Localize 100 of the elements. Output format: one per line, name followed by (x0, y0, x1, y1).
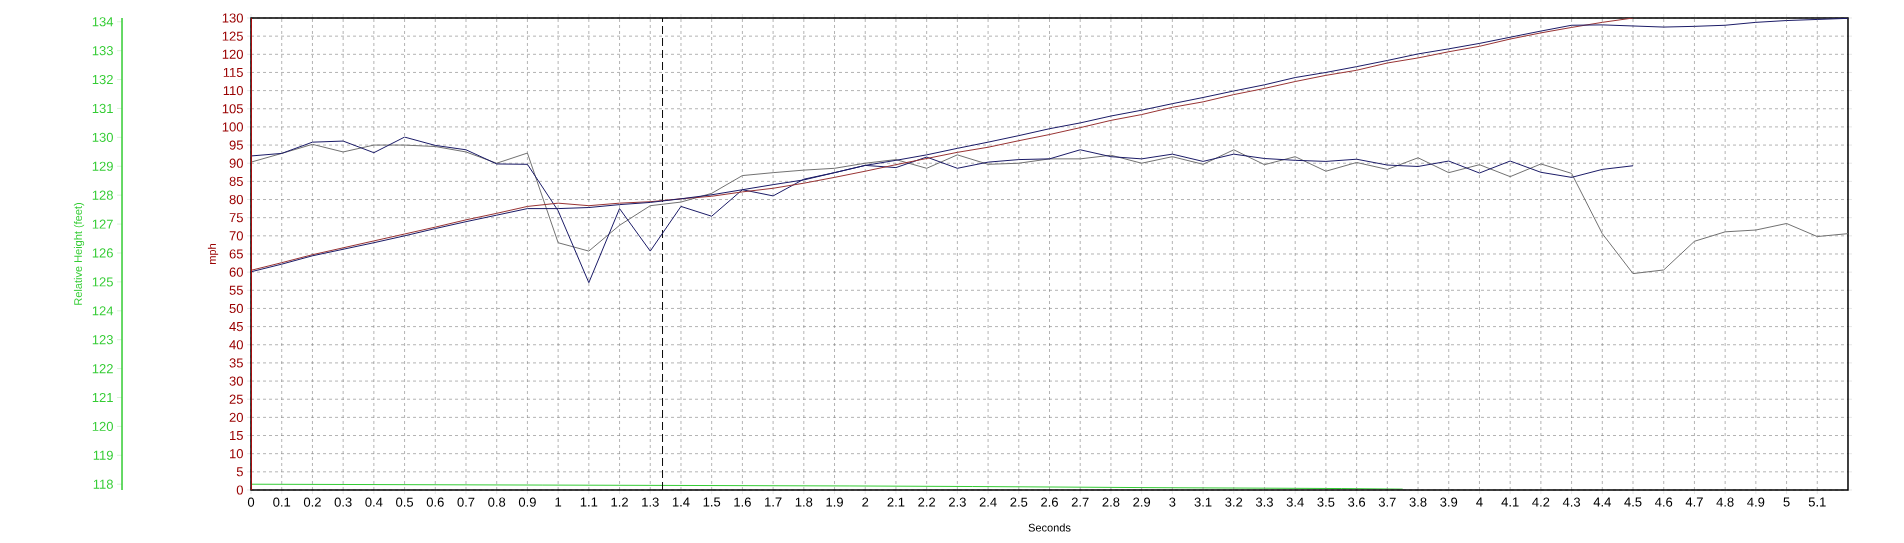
y-tick-label: 40 (229, 340, 243, 350)
x-tick-label: 3.7 (1378, 497, 1396, 507)
y-tick-label: 85 (229, 176, 243, 186)
y-tick-label: 110 (223, 86, 243, 96)
y-tick-label: 10 (230, 449, 243, 459)
y-tick-label: 25 (229, 394, 243, 404)
x-tick-label: 4.3 (1562, 497, 1581, 507)
x-tick-label: 5.1 (1808, 497, 1826, 507)
y-tick-label: 30 (229, 376, 243, 386)
y2-tick-label: 121 (92, 392, 113, 403)
y-tick-label: 70 (229, 231, 243, 241)
x-tick-label: 2.3 (948, 497, 966, 507)
y-tick-label: 5 (236, 467, 243, 477)
y-tick-label: 125 (222, 31, 243, 41)
x-tick-label: 3 (1169, 497, 1176, 507)
x-tick-label: 1.8 (795, 497, 813, 507)
y2-tick-label: 125 (92, 277, 113, 287)
x-tick-label: 1.7 (765, 497, 782, 507)
x-tick-label: 2.6 (1041, 497, 1058, 507)
y2-axis-title: Relative Height (feet) (73, 203, 85, 305)
y2-tick-label: 124 (92, 306, 114, 316)
x-tick-label: 1.5 (703, 497, 721, 507)
x-tick-label: 0.7 (457, 497, 475, 507)
y-axis-title: mph (207, 244, 219, 264)
x-tick-label: 0.3 (334, 497, 352, 507)
x-tick-label: 3.6 (1348, 497, 1366, 507)
y2-tick-label: 134 (92, 17, 114, 27)
x-tick-label: 2.9 (1133, 497, 1151, 507)
x-tick-label: 3.9 (1440, 497, 1458, 507)
y2-tick-label: 131 (92, 103, 113, 114)
y-tick-label: 115 (223, 67, 243, 77)
x-tick-label: 4.4 (1593, 497, 1611, 507)
x-tick-label: 0.4 (365, 497, 383, 507)
y2-tick-label: 127 (92, 219, 113, 229)
x-tick-label: 0.8 (488, 497, 506, 507)
x-tick-label: 4.7 (1685, 497, 1703, 507)
x-tick-label: 1.4 (672, 497, 690, 507)
x-tick-label: 2.8 (1102, 497, 1120, 507)
y-tick-label: 15 (230, 430, 243, 441)
x-tick-label: 4.8 (1716, 497, 1734, 507)
x-tick-label: 2.2 (918, 497, 936, 507)
x-tick-label: 3.5 (1317, 497, 1335, 507)
x-tick-label: 1.9 (826, 497, 843, 507)
x-tick-label: 1.1 (580, 497, 598, 507)
y-tick-label: 75 (229, 213, 243, 223)
x-tick-label: 4.9 (1747, 497, 1765, 507)
y-tick-label: 80 (229, 194, 243, 205)
y-tick-label: 60 (229, 267, 243, 277)
y2-tick-label: 126 (92, 248, 113, 258)
x-tick-label: 4 (1476, 497, 1483, 507)
y2-tick-label: 122 (92, 364, 113, 374)
x-tick-label: 3.2 (1225, 497, 1243, 507)
y-tick-label: 45 (229, 322, 243, 332)
x-tick-label: 1.3 (642, 497, 659, 507)
x-tick-label: 1 (555, 497, 562, 507)
y2-tick-label: 123 (92, 335, 113, 345)
y2-tick-label: 129 (92, 161, 113, 171)
y2-tick-label: 119 (93, 450, 113, 460)
x-tick-label: 3.4 (1286, 497, 1304, 507)
y-tick-label: 95 (229, 140, 243, 150)
x-tick-label: 0.6 (426, 497, 444, 507)
x-tick-label: 2.4 (979, 497, 997, 507)
x-tick-label: 3.1 (1194, 497, 1212, 507)
x-tick-label: 3.8 (1409, 497, 1427, 507)
y2-tick-label: 118 (93, 479, 113, 489)
x-tick-label: 0.2 (303, 497, 321, 507)
x-tick-label: 1.2 (611, 497, 628, 507)
y-tick-label: 90 (229, 158, 243, 168)
y-tick-label: 20 (229, 412, 243, 422)
y-tick-label: 35 (229, 358, 243, 368)
y2-tick-label: 120 (92, 421, 113, 431)
x-tick-label: 4.5 (1624, 497, 1642, 507)
line-series (251, 143, 1848, 275)
y-tick-label: 100 (222, 122, 243, 132)
y2-tick-label: 133 (92, 46, 113, 56)
x-tick-label: 4.6 (1654, 497, 1673, 507)
y-tick-label: 105 (222, 104, 243, 114)
y-tick-label: 50 (229, 303, 243, 314)
y-tick-label: 65 (229, 249, 243, 259)
x-tick-label: 0.9 (518, 497, 536, 507)
x-tick-label: 2.7 (1071, 497, 1089, 507)
x-tick-label: 4.2 (1532, 497, 1550, 507)
x-tick-label: 0.5 (396, 497, 414, 507)
x-tick-label: 2 (862, 497, 869, 507)
x-tick-label: 2.1 (887, 497, 905, 507)
x-tick-label: 4.1 (1501, 497, 1519, 507)
x-tick-label: 3.3 (1255, 497, 1273, 507)
y-tick-label: 0 (236, 485, 243, 495)
y2-tick-label: 128 (92, 190, 113, 200)
x-tick-label: 0 (247, 497, 255, 507)
y2-tick-label: 132 (92, 74, 113, 85)
y2-tick-label: 130 (92, 132, 113, 142)
y-tick-label: 120 (222, 49, 243, 59)
x-tick-label: 0.1 (273, 497, 291, 507)
x-tick-label: 2.5 (1010, 497, 1028, 507)
x-tick-label: 1.6 (734, 497, 751, 507)
x-tick-label: 5 (1783, 497, 1790, 507)
x-axis-title: Seconds (1028, 523, 1071, 532)
y-tick-label: 55 (229, 285, 243, 295)
y-tick-label: 130 (222, 13, 243, 23)
